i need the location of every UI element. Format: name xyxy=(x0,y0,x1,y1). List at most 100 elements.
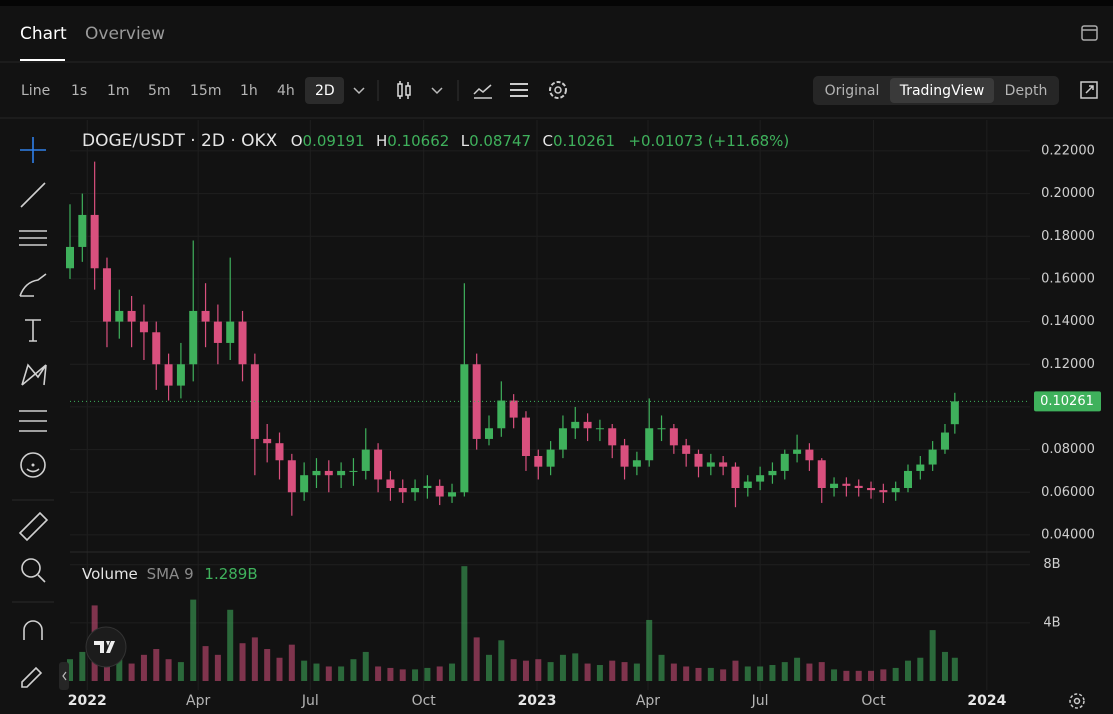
candle-body xyxy=(349,470,358,472)
volume-bar xyxy=(522,660,529,681)
volume-bar xyxy=(633,663,640,681)
volume-bar xyxy=(424,667,431,681)
volume-bar xyxy=(941,651,948,681)
candle-body xyxy=(201,310,210,322)
window-icon[interactable] xyxy=(1081,25,1098,41)
collapse-tab[interactable] xyxy=(59,662,69,690)
candle-body xyxy=(102,268,111,322)
axis-settings-icon[interactable] xyxy=(1069,693,1085,709)
candle-body xyxy=(361,449,370,471)
candle-body xyxy=(950,401,959,425)
candle-body xyxy=(497,400,506,429)
emoji-eye xyxy=(31,463,35,467)
candle-body xyxy=(263,438,272,444)
plot xyxy=(66,161,1030,681)
tab-overview[interactable]: Overview xyxy=(85,24,165,44)
candle-body xyxy=(756,475,765,482)
volume-bar xyxy=(806,663,813,681)
interval-button[interactable]: 2D xyxy=(315,83,335,99)
interval-button[interactable]: 1m xyxy=(107,83,130,99)
candle-body xyxy=(176,364,185,386)
tv-logo[interactable] xyxy=(85,626,127,668)
candle-body xyxy=(940,432,949,450)
candle-body xyxy=(139,321,148,333)
text-tool[interactable] xyxy=(25,319,41,342)
interval-button[interactable]: Line xyxy=(21,83,50,99)
candle-body xyxy=(694,453,703,467)
volume-bar xyxy=(362,651,369,681)
volume-bar xyxy=(658,654,665,681)
x-tick-label: Apr xyxy=(186,693,210,709)
volume-bar xyxy=(177,662,184,681)
candle-body xyxy=(903,470,912,488)
magnet-tool[interactable] xyxy=(23,620,43,640)
candle-body xyxy=(238,321,247,365)
candle-body xyxy=(472,364,481,439)
brush-tool[interactable] xyxy=(19,273,47,297)
candle-body xyxy=(842,483,851,486)
candle-body xyxy=(830,483,839,488)
trendline-tool[interactable] xyxy=(20,182,46,208)
volume-bar xyxy=(843,670,850,681)
candle-body xyxy=(411,488,420,493)
interval-button[interactable]: 15m xyxy=(190,83,221,99)
interval-button[interactable]: 5m xyxy=(148,83,171,99)
volume-bar xyxy=(670,663,677,681)
interval-button[interactable]: 4h xyxy=(277,83,295,99)
pattern-tool[interactable] xyxy=(21,363,47,386)
candle-body xyxy=(115,310,124,322)
fullscreen-icon[interactable] xyxy=(1080,81,1098,99)
candle-body xyxy=(226,321,235,343)
candle-body xyxy=(682,445,691,454)
fib-tool[interactable] xyxy=(19,230,47,246)
candle-body xyxy=(731,466,740,488)
ohlc-label: C xyxy=(543,132,553,150)
emoji-tool[interactable] xyxy=(20,452,46,478)
y-tick-label: 0.12000 xyxy=(1041,357,1095,372)
candle-body xyxy=(435,485,444,497)
candle-body xyxy=(620,445,629,467)
candle-body xyxy=(337,470,346,476)
change-value: +0.01073 (+11.68%) xyxy=(628,132,789,150)
candle-body xyxy=(743,481,752,488)
volume-bar xyxy=(855,670,862,681)
volume-bar xyxy=(239,643,246,681)
candle-body xyxy=(152,332,161,365)
settings-icon[interactable] xyxy=(549,81,567,99)
interval-button[interactable]: 1s xyxy=(71,83,87,99)
indicators-icon[interactable] xyxy=(473,84,492,99)
lock-tool[interactable] xyxy=(21,666,43,688)
volume-bar xyxy=(609,660,616,681)
candle-body xyxy=(780,453,789,471)
crosshair-tool[interactable] xyxy=(20,137,46,163)
volume-bar xyxy=(695,667,702,681)
candle-body xyxy=(928,449,937,465)
interval-button[interactable]: 1h xyxy=(240,83,258,99)
candle-body xyxy=(448,492,457,497)
ohlc-label: L xyxy=(461,132,470,150)
emoji-smile xyxy=(26,468,40,473)
view-button[interactable]: Depth xyxy=(1005,83,1048,99)
volume-bar xyxy=(301,660,308,681)
y-tick-label: 0.20000 xyxy=(1041,186,1095,201)
volume-bar xyxy=(757,666,764,681)
volume-bar xyxy=(744,666,751,681)
projection-tool[interactable] xyxy=(19,410,47,432)
candle-body xyxy=(521,417,530,456)
candle-type-icon[interactable] xyxy=(397,81,411,99)
settings-list-icon[interactable] xyxy=(510,83,528,97)
tab-chart[interactable]: Chart xyxy=(20,24,67,44)
candle-body xyxy=(669,428,678,446)
volume-bar xyxy=(153,649,160,681)
volume-bar xyxy=(917,657,924,681)
view-button[interactable]: Original xyxy=(825,83,880,99)
interval-dropdown[interactable] xyxy=(353,87,365,95)
view-button[interactable]: TradingView xyxy=(899,83,985,99)
chart-legend: DOGE/USDT · 2D · OKX O0.09191 H0.10662 L… xyxy=(82,131,789,151)
zoom-tool[interactable] xyxy=(21,558,41,578)
ruler-tool[interactable] xyxy=(18,511,49,542)
volume-bar xyxy=(732,660,739,681)
chart-type-dropdown[interactable] xyxy=(431,87,443,95)
candle-body xyxy=(324,470,333,476)
